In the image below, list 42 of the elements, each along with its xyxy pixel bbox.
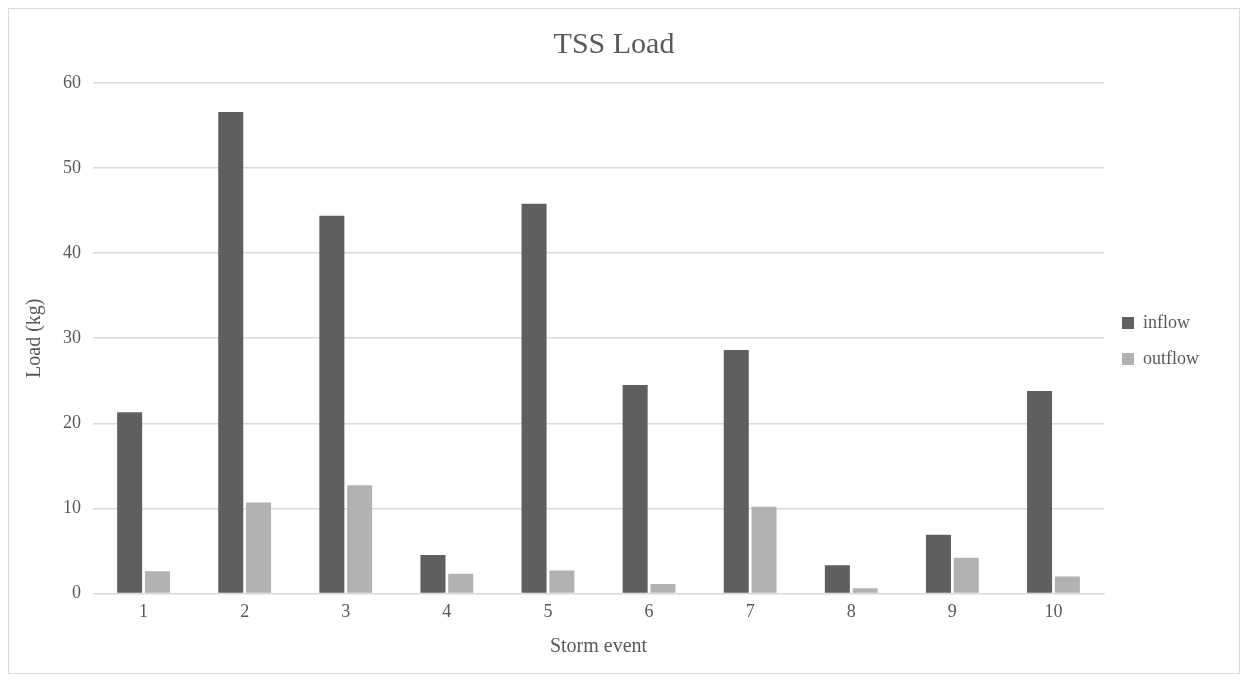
x-tick-label: 1	[139, 600, 149, 621]
bar	[723, 350, 749, 593]
y-tick-label: 20	[63, 412, 81, 432]
x-tick-label: 10	[1044, 600, 1063, 621]
bar	[852, 588, 878, 593]
bar	[521, 203, 547, 593]
x-tick-label: 9	[947, 600, 957, 621]
bar	[549, 570, 575, 593]
bar	[1027, 390, 1053, 593]
y-tick-label: 60	[63, 71, 81, 92]
x-tick-label: 6	[644, 600, 654, 621]
bar	[925, 534, 951, 593]
bar	[144, 571, 170, 593]
bar	[824, 565, 850, 593]
y-tick-label: 50	[63, 156, 81, 177]
bar	[420, 555, 446, 593]
y-tick-label: 0	[72, 582, 81, 603]
chart-title: TSS Load	[553, 25, 675, 59]
bar	[117, 412, 143, 593]
bar	[650, 584, 676, 593]
bar	[751, 506, 777, 593]
x-tick-label: 5	[543, 600, 553, 621]
y-tick-label: 40	[63, 241, 81, 262]
x-tick-label: 8	[846, 600, 856, 621]
bar	[218, 111, 244, 593]
bar	[246, 502, 272, 593]
x-tick-label: 3	[341, 600, 351, 621]
y-axis-title: Load (kg)	[22, 298, 46, 378]
x-axis-title: Storm event	[549, 634, 648, 657]
x-tick-label: 4	[442, 600, 452, 621]
bar	[1054, 576, 1080, 593]
legend-label: outflow	[1143, 347, 1199, 368]
bar	[622, 384, 648, 593]
x-tick-label: 2	[240, 600, 250, 621]
bar	[953, 557, 979, 593]
y-tick-label: 10	[63, 497, 81, 518]
bar	[319, 215, 345, 593]
bar	[448, 573, 474, 593]
x-tick-label: 7	[745, 600, 755, 621]
bar	[347, 485, 373, 593]
y-tick-label: 30	[63, 326, 81, 347]
legend-label: inflow	[1143, 311, 1190, 332]
